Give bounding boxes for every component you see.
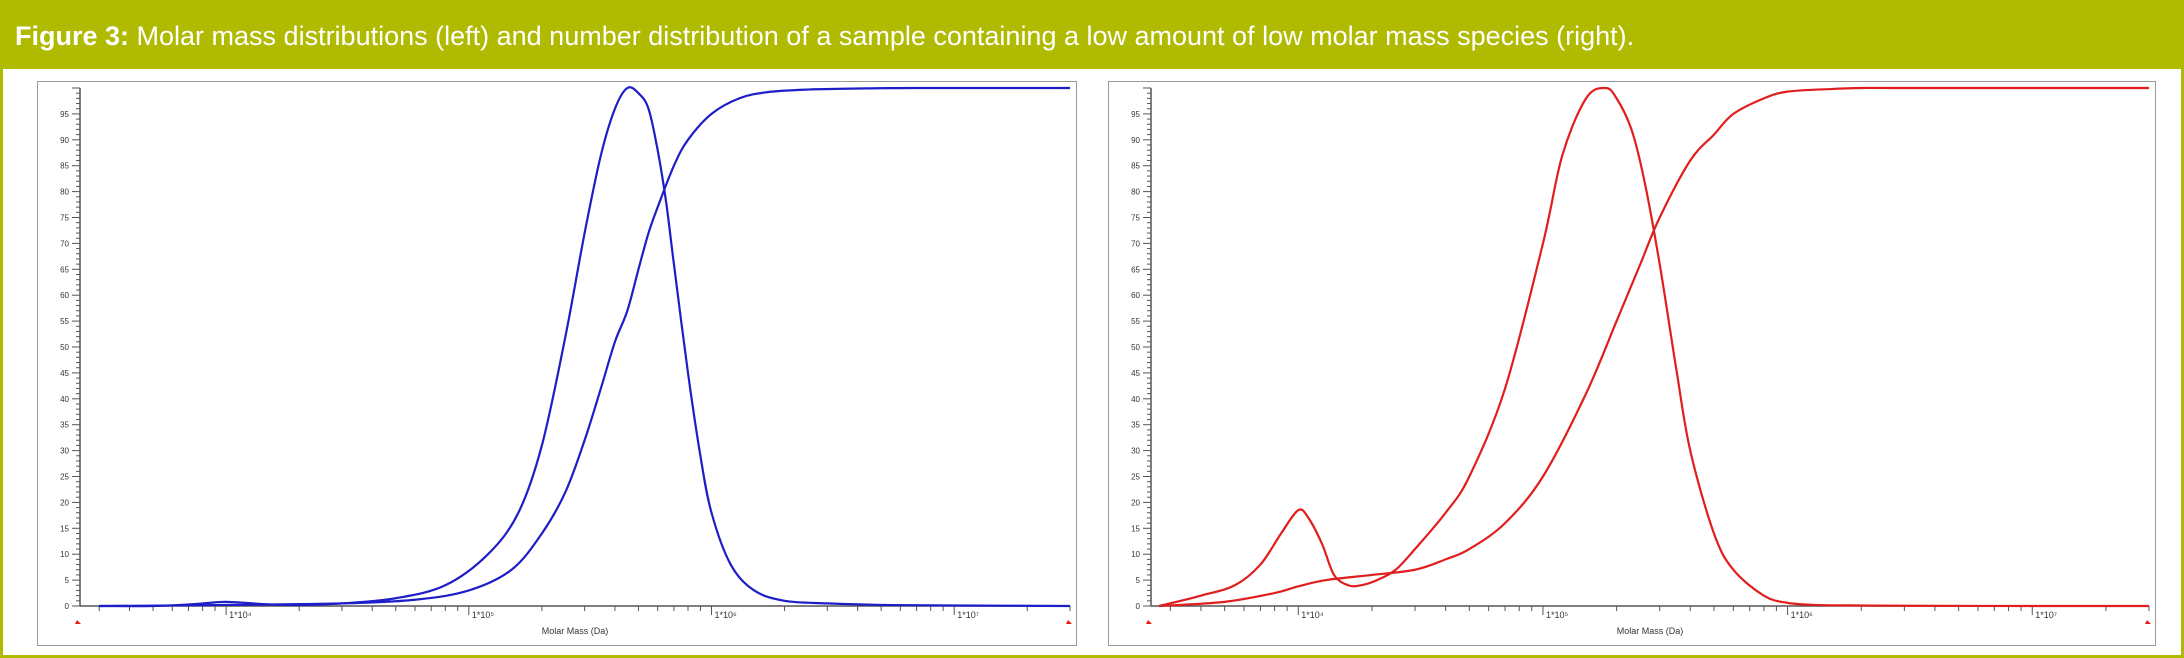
y-tick-label: 10 [1131,550,1140,559]
x-axis-label: Molar Mass (Da) [542,626,609,636]
y-tick-label: 80 [1131,188,1140,197]
y-tick-label: 75 [1131,214,1140,223]
y-tick-label: 25 [60,473,69,482]
x-tick-label: 1*10⁴ [229,610,252,620]
x-tick-label: 1*10⁶ [715,610,738,620]
y-tick-label: 60 [60,291,69,300]
caption-lead: Figure 3: [15,21,130,51]
axis-start-marker [1146,620,1152,624]
chart-panel-right: 0 5 10 15 20 25 30 35 40 45 50 55 60 65 70 75 80 85 90 95 1*… [1108,81,2156,646]
y-tick-label: 85 [1131,162,1140,171]
y-tick-label: 0 [1136,602,1141,611]
y-tick-label: 70 [60,239,69,248]
axis-start-marker [75,620,81,624]
y-tick-label: 10 [60,550,69,559]
axis-end-marker [2145,620,2151,624]
x-tick-label: 1*10⁷ [957,610,979,620]
chart-right: 0 5 10 15 20 25 30 35 40 45 50 55 60 65 70 75 80 85 90 95 1*… [1131,86,2151,636]
chart-left: 0 5 10 15 20 25 30 35 40 45 50 55 60 65 70 75 80 85 90 95 1*… [60,86,1072,636]
y-tick-label: 65 [1131,265,1140,274]
y-tick-label: 75 [60,214,69,223]
y-tick-label: 25 [1131,473,1140,482]
x-tick-label: 1*10⁶ [1791,610,1814,620]
right-series-distribution [1158,86,2150,608]
y-tick-label: 35 [60,421,69,430]
axis-end-marker [1066,620,1072,624]
left-series-cumulative [99,86,1071,608]
y-tick-label: 50 [1131,343,1140,352]
y-tick-label: 95 [1131,110,1140,119]
x-tick-label: 1*10⁵ [1546,610,1569,620]
y-tick-label: 95 [60,110,69,119]
x-tick-label: 1*10⁷ [2035,610,2057,620]
x-axis-label: Molar Mass (Da) [1617,626,1684,636]
y-tick-label: 15 [60,524,69,533]
y-tick-label: 35 [1131,421,1140,430]
y-tick-label: 40 [1131,395,1140,404]
y-tick-label: 0 [65,602,70,611]
caption-text: Molar mass distributions (left) and numb… [136,21,1635,51]
y-tick-label: 45 [60,369,69,378]
y-tick-label: 90 [60,136,69,145]
y-tick-label: 85 [60,162,69,171]
y-tick-label: 90 [1131,136,1140,145]
right-series-cumulative [1159,86,2149,608]
y-tick-label: 5 [1136,576,1141,585]
y-tick-label: 20 [1131,498,1140,507]
y-tick-label: 45 [1131,369,1140,378]
y-tick-label: 15 [1131,524,1140,533]
x-tick-label: 1*10⁵ [472,610,495,620]
y-tick-label: 30 [60,447,69,456]
y-tick-label: 80 [60,188,69,197]
y-tick-label: 55 [60,317,69,326]
figure-caption: Figure 3: Molar mass distributions (left… [3,3,2181,69]
y-tick-label: 70 [1131,239,1140,248]
y-tick-label: 30 [1131,447,1140,456]
y-tick-label: 20 [60,498,69,507]
y-tick-label: 55 [1131,317,1140,326]
axes-left: 0 5 10 15 20 25 30 35 40 45 50 55 60 65 70 75 80 85 90 95 1*… [60,87,1072,636]
y-tick-label: 65 [60,265,69,274]
left-series-distribution [99,86,1071,608]
y-tick-label: 5 [65,576,70,585]
y-tick-label: 40 [60,395,69,404]
y-tick-label: 50 [60,343,69,352]
y-tick-label: 60 [1131,291,1140,300]
x-tick-label: 1*10⁴ [1301,610,1324,620]
chart-panel-left: 0 5 10 15 20 25 30 35 40 45 50 55 60 65 70 75 80 85 90 95 1*… [37,81,1077,646]
